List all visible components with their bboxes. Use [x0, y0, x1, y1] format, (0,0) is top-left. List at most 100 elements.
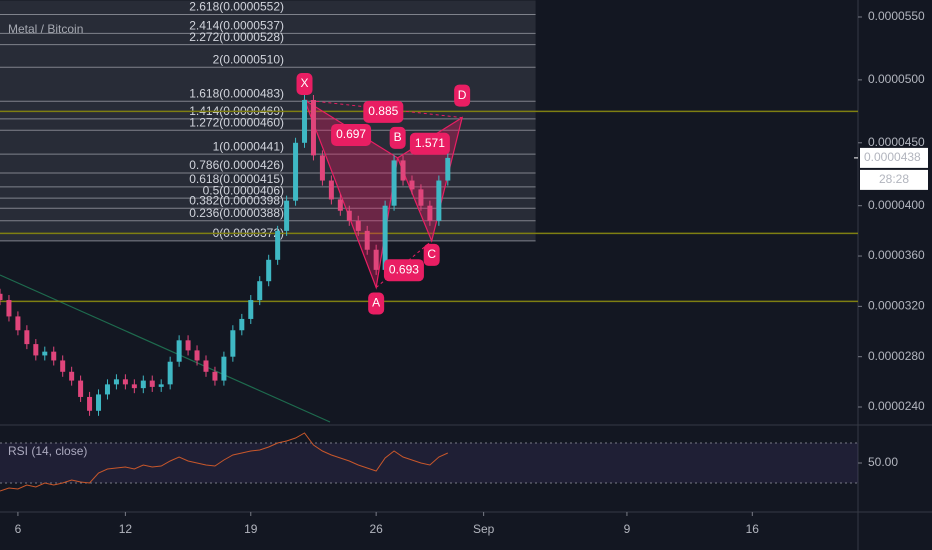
x-tick-label: 16 — [746, 522, 760, 536]
pattern-point-label: D — [458, 88, 467, 102]
candle-body — [293, 142, 299, 201]
candle-body — [427, 205, 433, 221]
y-tick-label: 0.0000320 — [868, 299, 925, 313]
candle-body — [302, 100, 308, 143]
ratio-label: 0.885 — [368, 104, 398, 118]
ratio-label: 1.571 — [415, 136, 445, 150]
candle-body — [418, 189, 424, 206]
x-tick-label: 9 — [624, 522, 631, 536]
candle-body — [230, 330, 236, 357]
fib-box — [0, 0, 536, 241]
fib-label: 2.272(0.0000528) — [189, 30, 284, 44]
candle-body — [248, 300, 254, 319]
countdown-badge — [860, 169, 928, 190]
candle-body — [24, 330, 30, 345]
chart-title: Metal / Bitcoin — [8, 22, 83, 36]
ratio-badge — [331, 123, 372, 146]
pattern-point-badge — [296, 73, 313, 96]
candle-body — [60, 360, 66, 372]
candle-body — [355, 220, 361, 231]
candle-body — [239, 318, 245, 331]
candle-body — [158, 384, 164, 387]
candle-body — [185, 340, 191, 351]
candle-body — [131, 384, 137, 389]
y-tick-label: 0.0000400 — [868, 198, 925, 212]
candle-body — [140, 380, 146, 389]
candle-body — [42, 351, 48, 356]
candle-body — [6, 300, 12, 317]
pattern-point-badge — [454, 84, 471, 107]
ratio-label: 0.693 — [389, 262, 419, 276]
candle-body — [104, 384, 110, 395]
y-tick-label: 0.0000280 — [868, 349, 925, 363]
ratio-badge — [383, 259, 424, 282]
candle-body — [400, 160, 406, 181]
candle-body — [0, 293, 3, 301]
candle-body — [122, 379, 128, 385]
candle-body — [284, 200, 290, 231]
ratio-label: 0.697 — [336, 127, 366, 141]
y-tick-label: 0.0000360 — [868, 248, 925, 262]
candle-body — [212, 371, 218, 381]
y-tick-label: 0.0000550 — [868, 9, 925, 23]
fib-label: 2(0.0000510) — [213, 52, 284, 66]
candle-body — [319, 155, 325, 181]
candle-body — [436, 180, 442, 221]
pattern-point-badge — [389, 126, 406, 149]
y-tick-label: 0.0000500 — [868, 72, 925, 86]
ratio-badge — [363, 100, 404, 123]
candle-body — [203, 360, 209, 372]
fib-label: 1.618(0.0000483) — [189, 86, 284, 100]
candle-body — [15, 316, 21, 331]
fib-label: 0.382(0.0000398) — [189, 193, 284, 207]
candle-body — [69, 371, 75, 381]
candle-body — [113, 379, 119, 385]
candle-body — [96, 394, 102, 411]
candle-body — [337, 199, 343, 211]
candle-body — [194, 350, 200, 361]
x-tick-label: 26 — [369, 522, 383, 536]
ratio-badge — [409, 132, 450, 155]
candle-body — [221, 356, 227, 381]
candle-body — [310, 100, 316, 156]
candle-body — [275, 230, 281, 260]
candle-body — [382, 205, 388, 270]
x-tick-label: Sep — [473, 522, 495, 536]
candle-body — [409, 180, 415, 190]
last-price-badge — [860, 147, 928, 168]
fib-label: 0.5(0.0000406) — [203, 183, 284, 197]
fib-label: 1(0.0000441) — [213, 139, 284, 153]
rsi-band — [0, 443, 858, 483]
countdown-label: 28:28 — [879, 172, 909, 186]
rsi-tick-label: 50.00 — [868, 455, 898, 469]
candle-body — [176, 340, 182, 362]
candle-body — [149, 380, 155, 387]
candle-body — [364, 230, 370, 250]
x-tick-label: 6 — [15, 522, 22, 536]
pattern-point-badge — [423, 243, 440, 266]
fib-label: 2.618(0.0000552) — [189, 0, 284, 14]
fib-label: 2.414(0.0000537) — [189, 19, 284, 33]
candle-body — [391, 160, 397, 206]
candle-body — [33, 344, 39, 356]
candle-body — [373, 249, 379, 270]
candle-body — [445, 157, 451, 181]
rsi-title: RSI (14, close) — [8, 444, 87, 458]
candle-body — [328, 180, 334, 200]
fib-label: 0.236(0.0000388) — [189, 206, 284, 220]
fib-label: 0.618(0.0000415) — [189, 172, 284, 186]
pattern-point-label: A — [372, 296, 380, 310]
last-price-label: 0.0000438 — [864, 150, 921, 164]
rsi-line — [0, 432, 449, 492]
x-tick-label: 19 — [244, 522, 258, 536]
candle-body — [87, 396, 93, 411]
candle-body — [51, 351, 57, 361]
pattern-point-label: X — [301, 76, 309, 90]
fib-label: 1.272(0.0000460) — [189, 115, 284, 129]
y-tick-label: 0.0000450 — [868, 135, 925, 149]
candle-body — [257, 281, 263, 301]
pattern-point-label: B — [394, 130, 402, 144]
y-tick-label: 0.0000240 — [868, 399, 925, 413]
trend-line — [0, 274, 331, 423]
